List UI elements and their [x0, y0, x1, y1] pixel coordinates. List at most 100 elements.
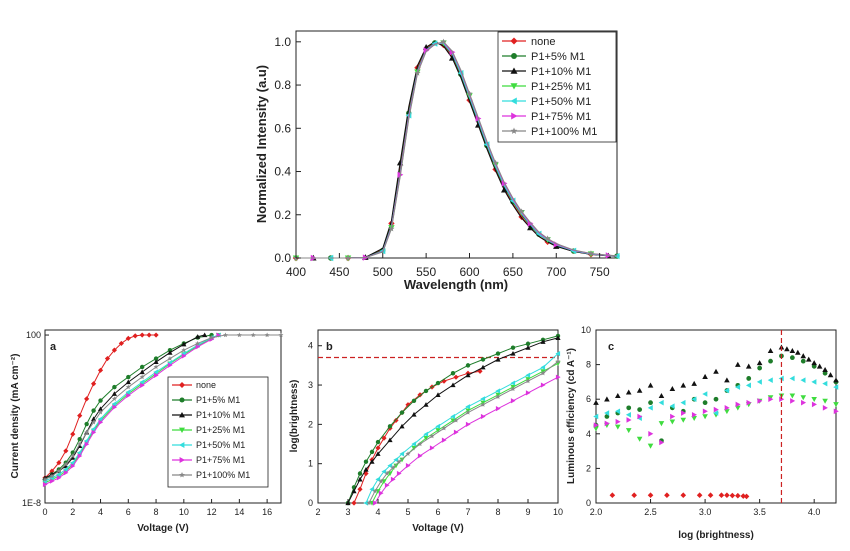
brightness-point-p5: [363, 459, 369, 464]
current-density-legend-marker: [179, 382, 185, 388]
current-density-series: [42, 332, 284, 488]
brightness-point-p100: [378, 478, 384, 484]
efficiency-point-p5: [702, 400, 708, 406]
efficiency-point-p50: [680, 399, 686, 406]
current-density-point-none: [146, 332, 152, 338]
brightness-point-p75: [465, 421, 471, 427]
brightness-point-p25: [381, 479, 387, 484]
brightness-point-p75: [495, 406, 501, 412]
efficiency-point-p50: [833, 384, 839, 390]
efficiency-point-none: [724, 492, 730, 499]
efficiency-point-p25: [789, 393, 796, 399]
spectrum-point-p10: [501, 186, 508, 193]
brightness-point-p100: [480, 402, 486, 407]
spectrum-legend: none P1+5% M1 P1+10% M1 P1+25% M1 P1+50% M1 P…: [497, 31, 617, 143]
efficiency-point-p10: [822, 366, 828, 373]
current-density-point-none: [84, 396, 90, 402]
current-density-line-p50: [44, 334, 219, 482]
brightness-point-p10: [411, 411, 417, 417]
current-density-point-p100: [223, 332, 228, 338]
efficiency-point-p10: [669, 386, 676, 392]
efficiency-point-p10: [724, 377, 730, 383]
efficiency-point-none: [680, 492, 687, 499]
current-density-legend-box: [167, 376, 269, 488]
efficiency-point-p25: [691, 415, 697, 422]
efficiency-point-p5: [811, 363, 817, 369]
spectrum-plot-frame: [295, 30, 618, 259]
spectrum-series: [292, 38, 620, 262]
efficiency-point-p5: [822, 370, 828, 376]
brightness-point-p75: [372, 500, 378, 506]
efficiency-point-p25: [833, 402, 839, 408]
efficiency-point-p10: [593, 399, 599, 405]
efficiency-point-p25: [702, 414, 708, 420]
efficiency-point-p5: [648, 400, 653, 406]
efficiency-point-p75: [768, 396, 774, 402]
efficiency-point-p5: [637, 407, 643, 412]
brightness-point-p50: [399, 451, 405, 457]
spectrum-legend-marker: [511, 53, 517, 59]
brightness-point-p75: [390, 476, 396, 483]
current-density-legend: none P1+5% M1 P1+10% M1 P1+25% M1 P1+50% M1 P…: [167, 376, 269, 488]
brightness-point-p5: [465, 363, 471, 368]
brightness-point-p25: [387, 471, 393, 477]
efficiency-point-p75: [801, 399, 807, 406]
brightness-point-p10: [363, 466, 369, 472]
brightness-point-p75: [396, 470, 402, 477]
brightness-point-p25: [450, 418, 456, 424]
brightness-point-p10: [495, 356, 501, 362]
current-density-xtick-label: 2: [70, 507, 75, 517]
efficiency-point-p25: [680, 417, 687, 423]
spectrum-point-p100: [345, 254, 352, 261]
efficiency-panel: c 2.0 2.5 3.0 3.5 4.0 0 2 4 6 8 10 log (brightness…: [566, 325, 839, 541]
current-density-point-p5: [153, 356, 159, 361]
current-density-point-p75: [98, 419, 104, 425]
current-density-point-none: [139, 332, 145, 338]
brightness-point-p50: [465, 404, 471, 410]
efficiency-point-p10: [658, 392, 665, 398]
spectrum-legend-label: P1+50% M1: [531, 96, 591, 108]
spectrum-xtick-label: 450: [329, 265, 349, 279]
brightness-point-p75: [384, 482, 390, 488]
efficiency-point-p50: [658, 399, 664, 406]
efficiency-xtick-label: 4.0: [808, 507, 821, 517]
current-density-point-p100: [42, 476, 48, 482]
current-density-legend-marker: [179, 472, 185, 478]
efficiency-point-p10: [615, 392, 621, 398]
brightness-xtick-label: 6: [435, 507, 440, 517]
spectrum-point-p10: [527, 224, 534, 231]
brightness-point-p10: [423, 402, 429, 407]
efficiency-xtick-label: 2.0: [590, 507, 603, 517]
efficiency-point-p5: [757, 365, 763, 371]
current-density-xtick-label: 4: [98, 507, 103, 517]
brightness-ytick-label: 0: [308, 498, 313, 508]
brightness-point-p25: [375, 489, 381, 494]
efficiency-point-p25: [647, 443, 654, 449]
efficiency-point-none: [729, 492, 736, 499]
brightness-point-p100: [555, 358, 561, 364]
current-density-point-p100: [56, 468, 62, 474]
current-density-point-p75: [140, 382, 145, 389]
spectrum-xtick-label: 700: [546, 265, 566, 279]
brightness-point-none: [381, 435, 387, 441]
brightness-point-p100: [372, 488, 378, 494]
efficiency-point-none: [718, 492, 725, 499]
current-density-point-p100: [139, 374, 145, 380]
spectrum-line-p10: [296, 41, 618, 259]
current-density-point-p50: [63, 466, 68, 473]
brightness-point-p100: [405, 451, 411, 456]
efficiency-point-p50: [615, 408, 621, 415]
spectrum-point-none: [518, 213, 525, 221]
brightness-point-p75: [417, 453, 423, 459]
current-density-point-p75: [112, 404, 118, 410]
spectrum-xlabel: Wavelength (nm): [404, 277, 508, 292]
current-density-point-p5: [139, 364, 145, 370]
current-density-xtick-label: 0: [42, 507, 47, 517]
efficiency-point-p5: [626, 405, 632, 411]
efficiency-point-p10: [800, 353, 807, 359]
brightness-point-p50: [363, 500, 369, 506]
efficiency-point-none: [647, 492, 654, 499]
brightness-point-none: [417, 392, 423, 398]
current-density-point-p75: [126, 392, 131, 399]
spectrum-panel: 400 450 500 550 600 650 700 750 0.0 0.2 0.4 0.6 0.8 1…: [254, 30, 620, 292]
